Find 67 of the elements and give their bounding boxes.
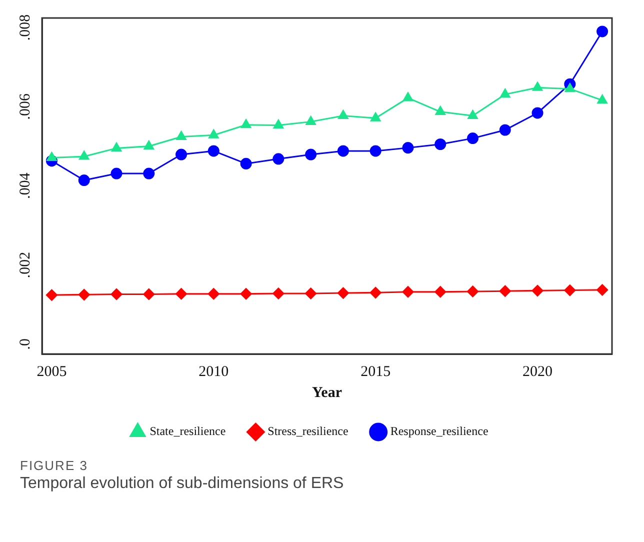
text: Temporal evolution of sub-dimensions of ERS — [20, 475, 345, 493]
point — [499, 124, 511, 136]
point — [532, 107, 544, 119]
point — [500, 88, 510, 98]
point — [402, 286, 414, 298]
point — [79, 150, 90, 160]
point — [402, 142, 414, 154]
point — [434, 138, 446, 150]
point — [434, 286, 446, 298]
point — [78, 288, 90, 300]
point — [144, 140, 154, 150]
point — [370, 112, 381, 122]
x-tick-label: 2015 — [360, 364, 391, 380]
point — [111, 142, 122, 152]
point — [466, 132, 478, 144]
point — [597, 94, 608, 104]
point — [337, 145, 349, 157]
point — [532, 82, 543, 91]
point — [466, 286, 478, 298]
point — [110, 168, 122, 180]
point — [110, 288, 122, 300]
point — [564, 83, 575, 92]
x-tick-label: 2020 — [522, 364, 553, 380]
point — [435, 106, 446, 116]
point — [46, 289, 58, 301]
point — [240, 158, 252, 170]
point — [208, 145, 220, 157]
point — [596, 26, 608, 38]
point — [532, 284, 544, 296]
point — [272, 288, 284, 300]
point — [564, 284, 576, 296]
point — [176, 288, 188, 300]
point — [143, 168, 155, 180]
point — [370, 286, 382, 298]
point — [499, 285, 511, 297]
point — [596, 284, 608, 296]
x-tick-label: 2005 — [36, 364, 67, 380]
point — [305, 148, 317, 160]
y-tick-label: .0 — [17, 338, 34, 350]
point — [46, 152, 57, 161]
point — [272, 153, 284, 165]
point — [143, 288, 155, 300]
point — [305, 288, 317, 300]
point — [370, 145, 382, 157]
legend-label: Response_resilience — [390, 424, 488, 438]
y-tick-label: .008 — [17, 14, 34, 41]
x-axis-title: Year — [312, 384, 342, 401]
point — [208, 129, 219, 138]
point — [273, 120, 284, 128]
point — [306, 116, 316, 125]
point — [402, 92, 414, 102]
point — [338, 110, 348, 120]
legend-label: State_resilience — [150, 424, 226, 438]
point — [240, 119, 252, 128]
point — [337, 287, 349, 299]
point — [208, 288, 220, 300]
point — [176, 130, 186, 140]
x-tick-label: 2010 — [198, 364, 229, 380]
y-tick-label: .004 — [17, 172, 34, 199]
legend-label: Stress_resilience — [268, 424, 348, 438]
point — [176, 148, 188, 160]
point — [78, 174, 90, 186]
y-tick-label: .006 — [17, 93, 34, 120]
point — [468, 110, 478, 120]
caption: FIGURE 3 — [20, 458, 89, 473]
point — [240, 288, 252, 300]
y-tick-label: .002 — [17, 252, 34, 278]
